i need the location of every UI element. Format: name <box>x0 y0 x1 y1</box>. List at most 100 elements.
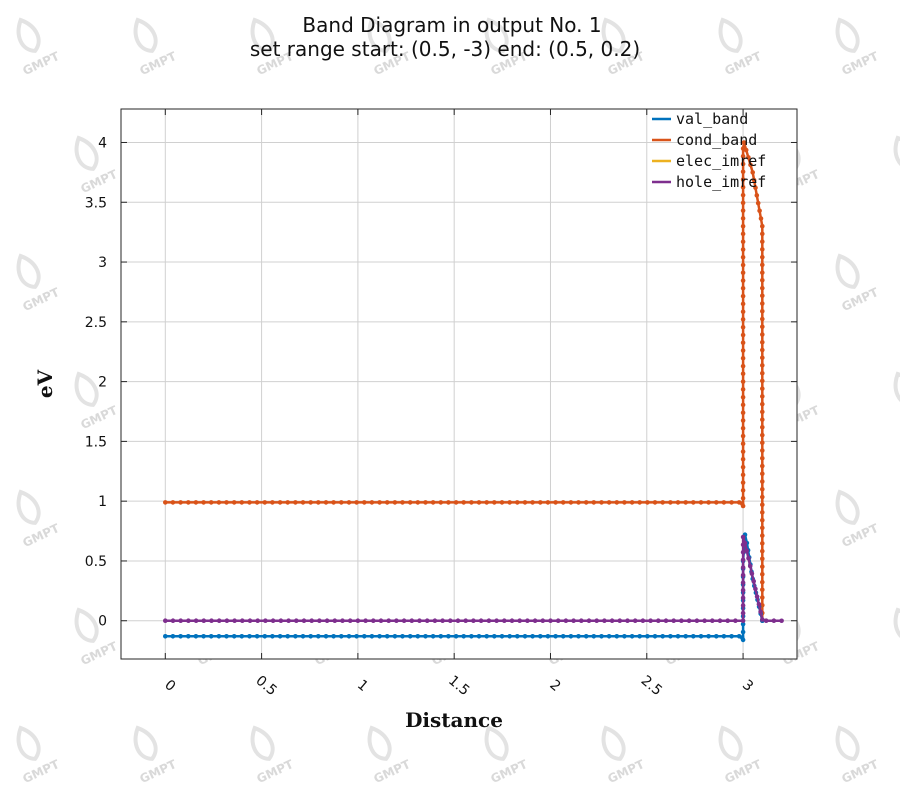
data-point <box>763 618 769 623</box>
watermark-icon <box>16 489 41 525</box>
legend-item: val_band <box>652 110 748 128</box>
watermark-icon <box>16 253 41 289</box>
data-point <box>617 618 623 623</box>
watermark-icon <box>893 135 900 171</box>
data-point <box>224 634 229 639</box>
watermark-text: GMPT <box>78 403 120 432</box>
data-point <box>492 634 497 639</box>
data-point <box>760 378 765 384</box>
watermark-icon <box>133 725 158 761</box>
data-point <box>392 500 398 505</box>
data-point <box>209 618 214 623</box>
data-point <box>224 618 230 623</box>
legend-item: hole_imref <box>652 173 766 191</box>
x-tick-label: 2.5 <box>638 673 665 700</box>
data-point <box>740 488 746 493</box>
data-point <box>262 634 268 639</box>
watermark-mark: GMPT <box>835 253 881 314</box>
y-tick-label: 1.5 <box>85 434 107 450</box>
data-point <box>760 262 765 268</box>
x-tick-label: 2 <box>546 677 563 695</box>
data-point <box>407 500 413 505</box>
data-point <box>384 634 390 639</box>
data-point <box>308 500 314 505</box>
data-point <box>760 564 765 569</box>
data-point <box>760 533 765 538</box>
watermark-icon <box>16 17 41 53</box>
data-point <box>754 594 760 599</box>
data-point <box>629 634 635 639</box>
data-point <box>423 500 428 505</box>
watermark-mark: GMPT <box>133 725 179 786</box>
plot-area <box>121 109 797 659</box>
y-tick-label: 1 <box>98 494 107 510</box>
data-point <box>771 618 777 623</box>
data-point <box>760 247 765 252</box>
data-point <box>293 634 298 639</box>
data-point <box>714 634 719 639</box>
data-point <box>706 634 711 639</box>
data-point <box>742 540 748 546</box>
data-point <box>347 618 353 623</box>
data-point <box>415 500 421 505</box>
data-point <box>751 579 756 584</box>
data-point <box>486 618 492 623</box>
data-point <box>423 634 428 639</box>
data-point <box>583 634 589 639</box>
data-point <box>463 618 469 623</box>
y-tick-label: 4 <box>98 135 107 151</box>
data-point <box>339 634 344 639</box>
data-point <box>300 634 306 639</box>
watermark-mark: GMPT <box>250 725 296 786</box>
data-point <box>599 500 604 505</box>
data-point <box>346 500 352 505</box>
data-point <box>239 500 245 505</box>
data-point <box>224 500 229 505</box>
watermark-icon <box>835 725 860 761</box>
data-point <box>331 634 336 639</box>
data-point <box>760 587 765 593</box>
watermark-text: GMPT <box>722 757 764 786</box>
data-point <box>515 500 520 505</box>
watermark-icon <box>74 135 99 171</box>
data-point <box>507 634 512 639</box>
data-point <box>446 634 451 639</box>
data-point <box>208 500 214 505</box>
data-point <box>760 316 765 322</box>
legend-label: hole_imref <box>676 173 766 191</box>
data-point <box>717 618 723 623</box>
watermark-icon <box>484 17 509 53</box>
data-point <box>247 500 252 505</box>
data-point <box>760 617 765 622</box>
data-point <box>369 500 375 505</box>
data-point <box>270 634 275 639</box>
data-point <box>401 618 407 623</box>
data-point <box>683 634 688 639</box>
data-point <box>679 618 684 623</box>
data-point <box>377 634 382 639</box>
data-point <box>740 301 746 307</box>
data-point <box>522 634 528 639</box>
data-point <box>571 618 576 623</box>
data-point <box>760 401 765 407</box>
data-point <box>525 618 530 623</box>
series-hole-imref <box>163 534 784 624</box>
data-point <box>760 425 765 430</box>
data-point <box>760 417 765 422</box>
watermark-mark: GMPT <box>601 725 647 786</box>
data-point <box>740 278 746 283</box>
data-point <box>760 339 765 345</box>
data-point <box>760 394 765 399</box>
x-tick-label: 1.5 <box>445 673 472 700</box>
data-point <box>744 548 749 553</box>
data-point <box>760 370 765 376</box>
data-point <box>178 500 183 505</box>
data-point <box>400 500 405 505</box>
legend-item: cond_band <box>652 131 757 149</box>
watermark-mark: GMPT <box>133 17 179 78</box>
data-point <box>710 618 715 623</box>
data-point <box>186 618 191 623</box>
data-point <box>691 634 696 639</box>
data-point <box>760 324 765 330</box>
data-point <box>740 254 746 260</box>
